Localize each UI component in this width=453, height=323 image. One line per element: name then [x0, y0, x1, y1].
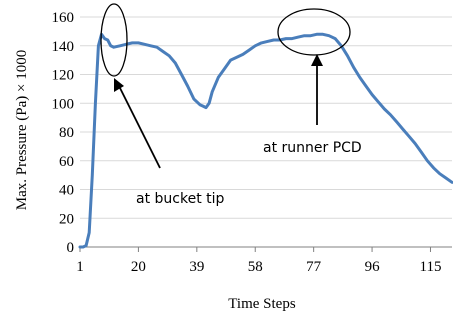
y-tick-label: 120 — [52, 68, 75, 84]
y-tick-label: 0 — [67, 240, 75, 256]
x-tick-label: 20 — [131, 259, 146, 275]
x-tick-label: 1 — [76, 259, 84, 275]
y-tick-label: 140 — [52, 39, 75, 55]
bucket-tip-arrow — [117, 83, 161, 169]
runner-pcd-arrowhead — [311, 54, 323, 66]
y-tick-label: 40 — [59, 183, 74, 199]
bucket-tip-annotation: at bucket tip — [136, 191, 225, 207]
x-tick-label: 39 — [189, 259, 204, 275]
y-tick-label: 100 — [52, 96, 75, 112]
runner-pcd-callout-ellipse — [277, 8, 351, 56]
x-tick-label: 96 — [365, 259, 381, 275]
y-tick-label: 20 — [59, 211, 74, 227]
bucket-tip-arrowhead — [114, 78, 124, 92]
x-axis-ticks: 1 20 39 58 77 96 115 — [76, 247, 441, 275]
runner-pcd-annotation: at runner PCD — [263, 140, 362, 156]
pressure-series-line — [78, 32, 453, 249]
x-tick-label: 58 — [248, 259, 263, 275]
y-tick-label: 60 — [59, 154, 74, 170]
x-axis-title: Time Steps — [228, 296, 296, 312]
x-tick-label: 77 — [306, 259, 322, 275]
y-axis-ticks: 0 20 40 60 80 100 120 140 160 — [52, 10, 75, 256]
y-axis-title: Max. Pressure (Pa) × 1000 — [14, 50, 30, 211]
bucket-tip-callout-ellipse — [100, 3, 128, 77]
x-tick-label: 115 — [420, 259, 442, 275]
y-tick-label: 160 — [52, 10, 75, 26]
y-tick-label: 80 — [59, 125, 74, 141]
